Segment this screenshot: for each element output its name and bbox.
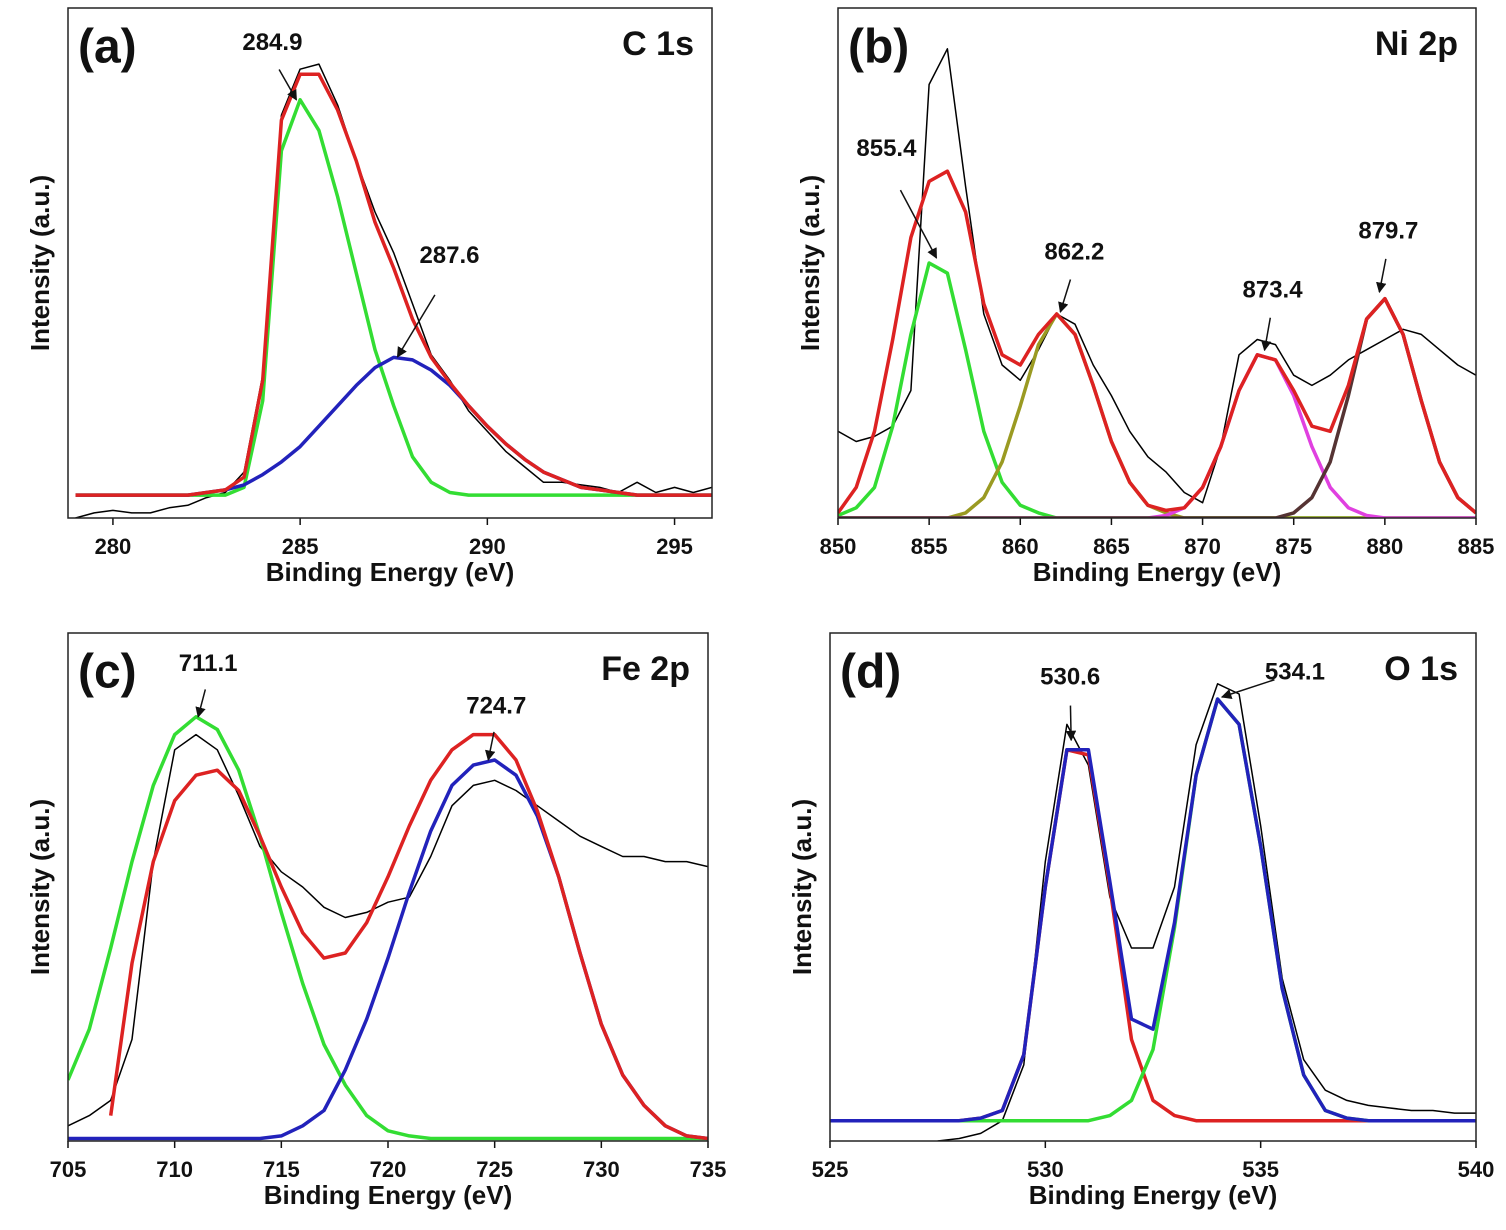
annotation-arrow xyxy=(1376,258,1387,294)
series-line xyxy=(838,353,1476,518)
annotation-arrow xyxy=(396,294,436,358)
series-line xyxy=(68,733,708,1127)
annotation: 711.1 xyxy=(179,650,238,677)
annotation-arrow xyxy=(899,189,938,259)
x-tick-label: 850 xyxy=(820,534,857,559)
series-line xyxy=(838,169,1476,515)
x-tick-label: 870 xyxy=(1184,534,1221,559)
annotation: 534.1 xyxy=(1265,658,1325,685)
series-line xyxy=(838,261,1476,518)
x-tick-label: 540 xyxy=(1458,1157,1495,1182)
panel-title: Ni 2p xyxy=(1375,25,1458,63)
panel-title: C 1s xyxy=(622,25,694,63)
annotation: 855.4 xyxy=(856,135,917,162)
x-tick-label: 525 xyxy=(812,1157,849,1182)
y-axis-label: Intensity (a.u.) xyxy=(25,175,55,351)
x-tick-label: 865 xyxy=(1093,534,1130,559)
x-tick-label: 285 xyxy=(282,534,319,559)
panel-label: (d) xyxy=(840,646,901,699)
plot-frame xyxy=(67,632,709,1142)
annotation-arrow xyxy=(1220,679,1275,700)
annotation-arrow xyxy=(485,731,496,762)
series-line xyxy=(75,63,712,518)
x-tick-label: 725 xyxy=(476,1157,513,1182)
annotation: 873.4 xyxy=(1243,277,1304,304)
x-tick-label: 880 xyxy=(1366,534,1403,559)
x-tick-label: 295 xyxy=(656,534,693,559)
x-tick-label: 860 xyxy=(1002,534,1039,559)
annotation: 724.7 xyxy=(466,692,526,719)
series-line xyxy=(108,732,708,1141)
x-tick-label: 535 xyxy=(1242,1157,1279,1182)
annotation-arrow xyxy=(1058,279,1072,313)
annotation-arrow xyxy=(1261,317,1272,352)
x-axis-label: Binding Energy (eV) xyxy=(1033,557,1281,587)
x-tick-label: 705 xyxy=(50,1157,87,1182)
x-tick-label: 730 xyxy=(583,1157,620,1182)
annotation-arrow xyxy=(1065,705,1077,742)
series-line xyxy=(830,697,1476,1123)
y-axis-label: Intensity (a.u.) xyxy=(25,799,55,975)
annotation: 284.9 xyxy=(242,29,302,56)
series-line xyxy=(75,355,712,497)
x-tick-label: 710 xyxy=(156,1157,193,1182)
x-tick-label: 530 xyxy=(1027,1157,1064,1182)
series-line xyxy=(838,312,1476,518)
plot-frame xyxy=(829,632,1477,1142)
panel-label: (a) xyxy=(78,21,137,74)
annotation: 862.2 xyxy=(1044,238,1104,265)
panel-title: Fe 2p xyxy=(601,650,690,688)
x-axis-label: Binding Energy (eV) xyxy=(266,557,514,587)
panel-label: (c) xyxy=(78,646,137,699)
series-line xyxy=(75,72,712,497)
annotation-arrow xyxy=(195,689,207,718)
series-line xyxy=(830,697,1476,1123)
x-axis-label: Binding Energy (eV) xyxy=(264,1180,512,1210)
x-axis-label: Binding Energy (eV) xyxy=(1029,1180,1277,1210)
series-line xyxy=(830,748,1476,1123)
series-line xyxy=(838,296,1476,518)
plot-frame xyxy=(67,7,713,519)
x-tick-label: 715 xyxy=(263,1157,300,1182)
annotation: 879.7 xyxy=(1358,217,1418,244)
annotation: 287.6 xyxy=(419,242,479,269)
annotation-arrow xyxy=(278,69,298,101)
series-line xyxy=(68,715,708,1141)
annotation: 530.6 xyxy=(1040,664,1100,691)
y-axis-label: Intensity (a.u.) xyxy=(795,175,825,351)
y-axis-label: Intensity (a.u.) xyxy=(787,799,817,975)
x-tick-label: 280 xyxy=(95,534,132,559)
panel-label: (b) xyxy=(848,21,909,74)
x-tick-label: 885 xyxy=(1458,534,1495,559)
series-line xyxy=(838,48,1476,504)
x-tick-label: 855 xyxy=(911,534,948,559)
series-line xyxy=(75,98,712,497)
plot-frame xyxy=(837,7,1477,519)
x-tick-label: 720 xyxy=(370,1157,407,1182)
panel-title: O 1s xyxy=(1384,650,1458,688)
x-tick-label: 735 xyxy=(690,1157,727,1182)
series-line xyxy=(68,758,708,1141)
x-tick-label: 290 xyxy=(469,534,506,559)
x-tick-label: 875 xyxy=(1275,534,1312,559)
